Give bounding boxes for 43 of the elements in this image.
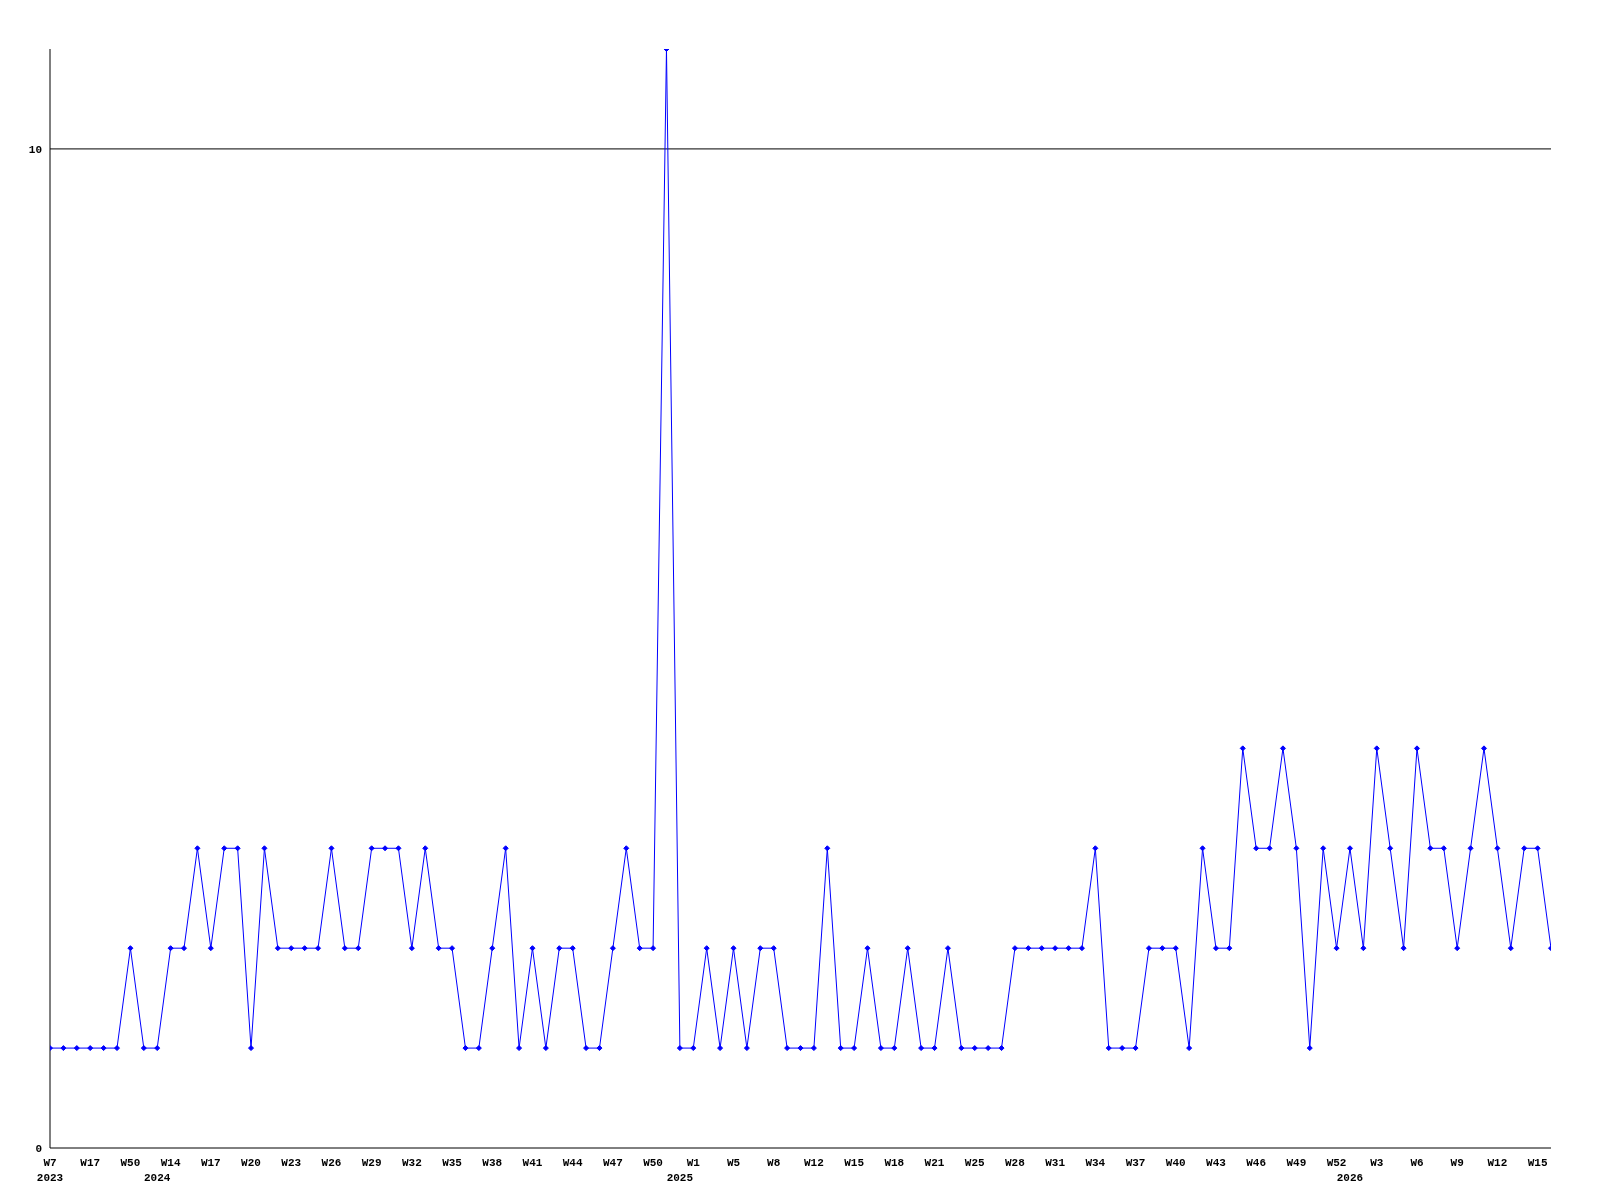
x-tick-label: W17: [80, 1157, 101, 1169]
x-tick-label: W7 2023: [36, 1157, 64, 1184]
x-tick-label: W23: [281, 1157, 302, 1169]
x-tick-label: W12: [804, 1157, 824, 1169]
x-tick-label: W26: [321, 1157, 342, 1169]
x-tick-label: W18: [884, 1157, 905, 1169]
x-tick-label: W40: [1165, 1157, 1186, 1169]
x-tick-label: W15: [844, 1157, 865, 1169]
x-tick-label: W25: [964, 1157, 986, 1169]
x-tick-label: W3: [1370, 1157, 1384, 1169]
x-tick-label: W49: [1286, 1157, 1307, 1169]
x-tick-label: W12: [1487, 1157, 1508, 1169]
x-tick-label: W6: [1410, 1157, 1424, 1169]
x-tick-label: 2025: [666, 1172, 694, 1184]
x-tick-label: W41: [522, 1157, 543, 1169]
x-tick-label: W14: [160, 1157, 181, 1169]
x-tick-label: W38: [482, 1157, 503, 1169]
x-tick-label: W43: [1206, 1157, 1227, 1169]
x-tick-label: W52: [1326, 1157, 1347, 1169]
x-tick-label: W47: [602, 1157, 623, 1169]
x-tick-label: W50: [643, 1157, 663, 1169]
x-tick-label: W8: [767, 1157, 781, 1169]
x-tick-label: W21: [924, 1157, 945, 1169]
y-tick-label: 0: [35, 1142, 42, 1155]
x-tick-label: W17: [200, 1157, 221, 1169]
y-tick-label: 10: [28, 143, 42, 156]
x-tick-label: W1: [686, 1157, 701, 1169]
x-tick-label: 2026: [1336, 1172, 1364, 1184]
x-tick-label: W5: [726, 1157, 741, 1169]
x-tick-label: W46: [1246, 1157, 1267, 1169]
x-tick-label: W32: [401, 1157, 422, 1169]
x-tick-label: W9: [1450, 1157, 1464, 1169]
x-tick-label: W44: [562, 1157, 583, 1169]
x-tick-label: W34: [1085, 1157, 1106, 1169]
x-tick-label: W50: [120, 1157, 141, 1169]
x-tick-label: W31: [1045, 1157, 1066, 1169]
x-tick-label: 2024: [144, 1172, 171, 1184]
x-tick-label: W35: [442, 1157, 463, 1169]
x-tick-label: W28: [1005, 1157, 1026, 1169]
x-tick-label: W15: [1527, 1157, 1548, 1169]
x-tick-label: W29: [361, 1157, 382, 1169]
x-tick-label: W37: [1125, 1157, 1146, 1169]
x-tick-label: W20: [241, 1157, 261, 1169]
